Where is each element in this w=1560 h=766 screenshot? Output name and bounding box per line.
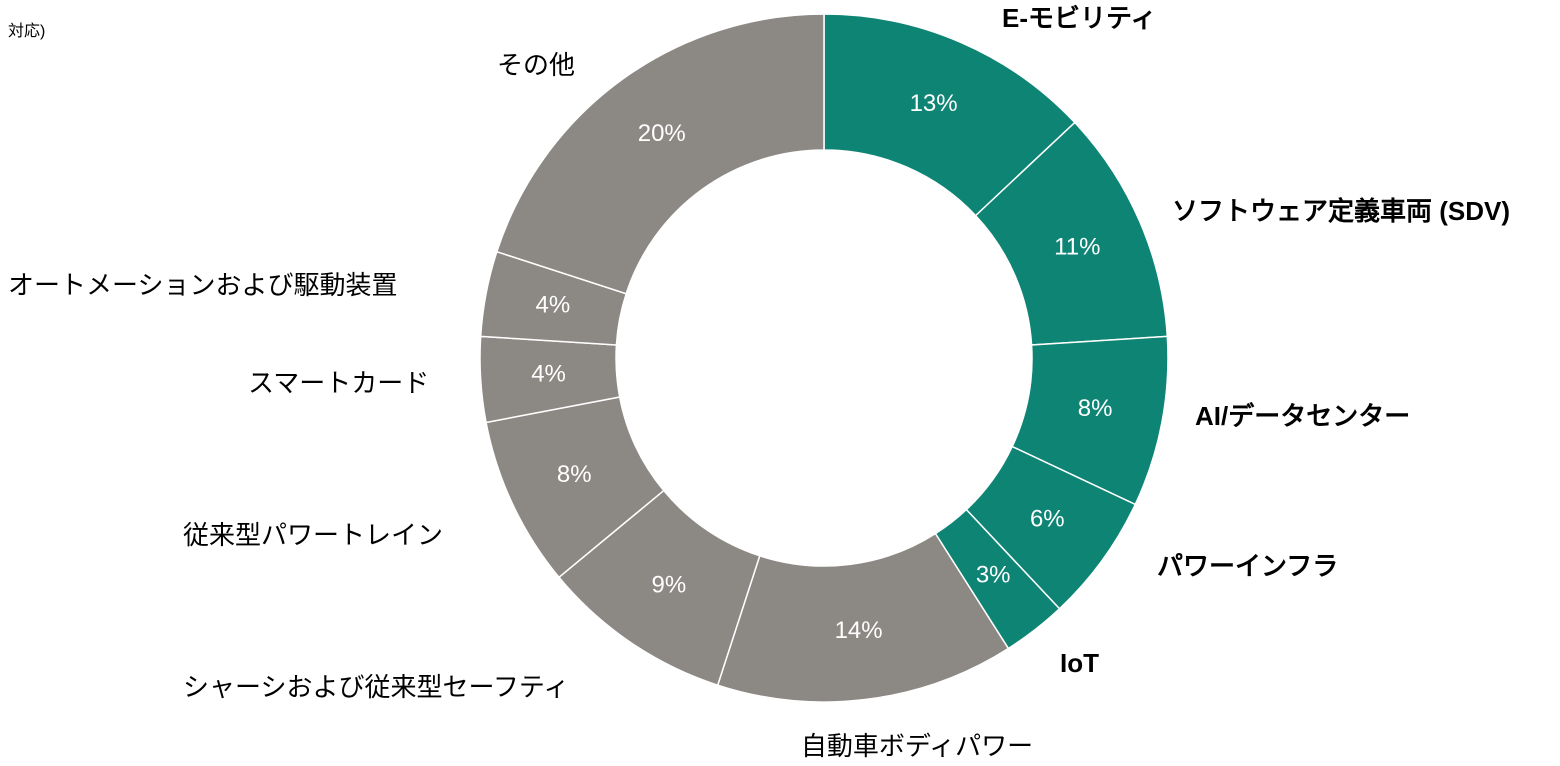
category-label: その他 (497, 50, 575, 80)
value-label: 4% (531, 361, 566, 388)
category-label: IoT (1060, 648, 1099, 678)
donut-segment (495, 13, 825, 295)
note: 対応) (8, 22, 45, 40)
category-label: AI/データセンター (1195, 401, 1410, 431)
value-label: 14% (835, 617, 883, 644)
category-label: オートメーションおよび駆動装置 (8, 270, 397, 300)
value-label: 4% (536, 292, 571, 319)
value-label: 8% (557, 461, 592, 488)
category-label: 従来型パワートレイン (183, 520, 443, 550)
category-label: ソフトウェア定義車両 (SDV) (1172, 196, 1510, 226)
value-label: 9% (652, 572, 687, 599)
value-label: 20% (638, 120, 686, 147)
category-label: E-モビリティ (1002, 3, 1156, 33)
value-label: 8% (1078, 395, 1113, 422)
value-label: 3% (976, 561, 1011, 588)
category-label: スマートカード (248, 368, 429, 398)
value-label: 6% (1030, 506, 1065, 533)
category-label: 自動車ボディパワー (801, 731, 1033, 761)
value-label: 13% (910, 90, 958, 117)
value-label: 11% (1054, 234, 1100, 261)
category-label: パワーインフラ (1157, 551, 1338, 581)
category-label: シャーシおよび従来型セーフティ (183, 672, 569, 702)
